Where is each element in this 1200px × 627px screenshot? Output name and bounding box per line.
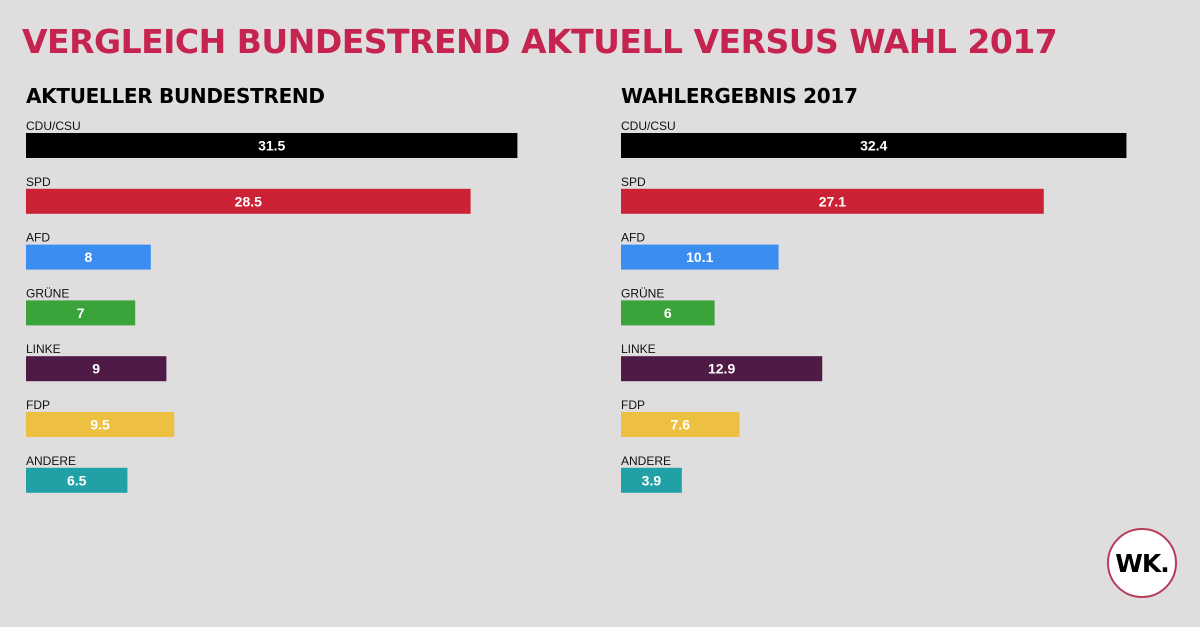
- bar-row-linke: LINKE 9: [26, 342, 167, 382]
- bar-spd: [26, 188, 471, 214]
- bar-linke: [26, 356, 167, 382]
- value-label: 8: [85, 249, 93, 265]
- category-label: GRÜNE: [621, 286, 664, 300]
- bar-spd: [621, 188, 1044, 214]
- bar-row-fdp: FDP 9.5: [26, 398, 175, 437]
- bar-row-andere: ANDERE 6.5: [26, 454, 128, 493]
- bar-fdp: [26, 412, 175, 437]
- category-label: FDP: [26, 398, 50, 412]
- value-label: 7.6: [671, 417, 691, 433]
- bar-fdp: [621, 412, 740, 437]
- bar-andere: [621, 467, 682, 493]
- wk-logo: WK.: [1107, 528, 1177, 598]
- bar-gruene: [621, 300, 715, 326]
- bar-linke: [621, 356, 823, 382]
- bar-gruene: [26, 300, 136, 326]
- value-label: 9.5: [90, 417, 110, 433]
- bar-row-cdu-csu: CDU/CSU 32.4: [621, 119, 1127, 158]
- bar-andere: [26, 467, 128, 493]
- category-label: FDP: [621, 398, 645, 412]
- category-label: CDU/CSU: [621, 119, 676, 133]
- value-label: 27.1: [819, 193, 846, 209]
- bar-row-fdp: FDP 7.6: [621, 398, 740, 437]
- bar-row-afd: AFD 8: [26, 231, 151, 270]
- bar-cdu-csu: [621, 133, 1127, 158]
- bar-row-afd: AFD 10.1: [621, 231, 779, 270]
- category-label: AFD: [26, 231, 50, 245]
- value-label: 31.5: [258, 138, 285, 154]
- chart-panel-wahl-2017: CDU/CSU 32.4 SPD 27.1 AFD 10.1 GRÜNE 6 LINKE 12.9…: [621, 84, 1181, 504]
- category-label: SPD: [621, 175, 646, 189]
- bar-row-cdu-csu: CDU/CSU 31.5: [26, 119, 518, 158]
- category-label: ANDERE: [621, 454, 671, 468]
- bar-row-linke: LINKE 12.9: [621, 342, 823, 382]
- value-label: 7: [77, 305, 85, 321]
- value-label: 9: [92, 361, 100, 377]
- category-label: GRÜNE: [26, 286, 69, 300]
- value-label: 32.4: [860, 138, 887, 154]
- value-label: 28.5: [235, 193, 262, 209]
- value-label: 6: [664, 305, 672, 321]
- bar-row-spd: SPD 27.1: [621, 175, 1044, 214]
- category-label: SPD: [26, 175, 51, 189]
- category-label: ANDERE: [26, 454, 76, 468]
- chart-title-wahl-2017: WAHLERGEBNIS 2017: [621, 84, 858, 108]
- bar-afd: [26, 244, 151, 270]
- category-label: CDU/CSU: [26, 119, 81, 133]
- category-label: LINKE: [26, 342, 61, 356]
- value-label: 12.9: [708, 361, 735, 377]
- bar-cdu-csu: [26, 133, 518, 158]
- value-label: 3.9: [642, 472, 662, 488]
- category-label: AFD: [621, 231, 645, 245]
- chart-panel-aktuell: CDU/CSU 31.5 SPD 28.5 AFD 8 GRÜNE 7 LINKE 9 FDP 9.5…: [26, 84, 586, 504]
- value-label: 10.1: [686, 249, 713, 265]
- bar-row-gruene: GRÜNE 7: [26, 286, 136, 326]
- bar-afd: [621, 244, 779, 270]
- bar-row-andere: ANDERE 3.9: [621, 454, 682, 493]
- chart-title-aktuell: AKTUELLER BUNDESTREND: [26, 84, 325, 108]
- logo-text: WK.: [1115, 548, 1169, 578]
- bar-chart-aktuell: CDU/CSU 31.5 SPD 28.5 AFD 8 GRÜNE 7 LINKE 9 FDP 9.5…: [26, 119, 518, 493]
- category-label: LINKE: [621, 342, 656, 356]
- page-title: VERGLEICH BUNDESTREND AKTUELL VERSUS WAH…: [22, 22, 1058, 61]
- bar-row-spd: SPD 28.5: [26, 175, 471, 214]
- value-label: 6.5: [67, 472, 87, 488]
